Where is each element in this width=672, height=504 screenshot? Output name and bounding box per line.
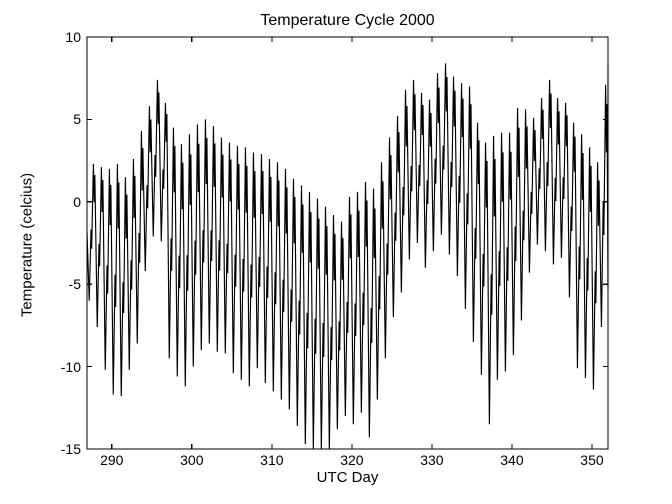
x-tick-label: 330	[420, 452, 444, 468]
x-tick-label: 300	[180, 452, 204, 468]
temperature-line	[86, 63, 609, 450]
y-tick-label: 5	[73, 111, 81, 128]
chart-title: Temperature Cycle 2000	[260, 12, 435, 29]
x-tick-label: 350	[580, 452, 604, 468]
y-tick-label: -10	[60, 358, 81, 375]
y-tick-label: -15	[60, 441, 81, 457]
y-tick-label: 0	[73, 193, 81, 210]
y-tick-label: 10	[65, 29, 81, 45]
y-tick-label: -5	[68, 276, 81, 293]
x-tick-label: 310	[260, 452, 284, 468]
x-axis-label: UTC Day	[316, 469, 379, 486]
x-tick-label: 290	[100, 452, 124, 468]
x-tick-label: 340	[500, 452, 524, 468]
x-tick-label: 320	[340, 452, 364, 468]
